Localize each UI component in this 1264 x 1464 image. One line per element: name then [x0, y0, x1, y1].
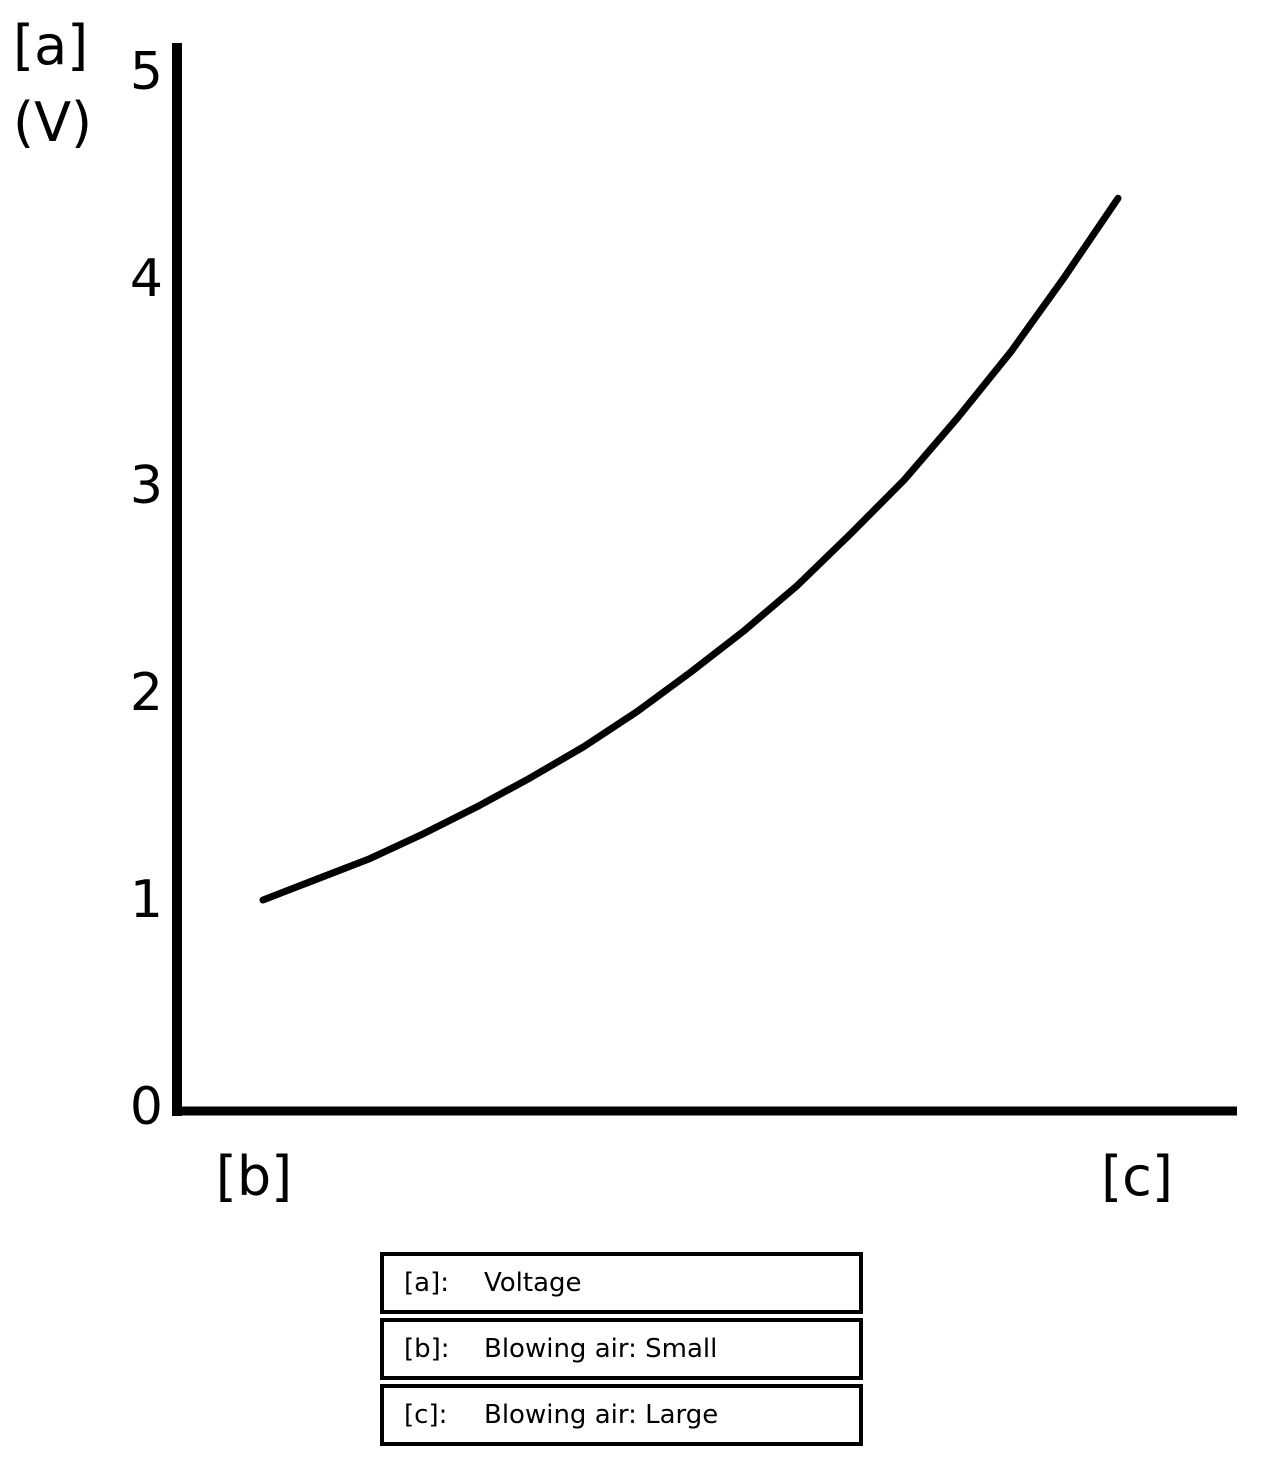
voltage-curve: [259, 194, 1122, 904]
y-tick-label-4: 4: [129, 249, 163, 309]
legend-value-c: Blowing air: Large: [484, 1400, 719, 1430]
legend-table: [a]: Voltage [b]: Blowing air: Small [c]…: [380, 1252, 863, 1446]
legend-value-b: Blowing air: Small: [484, 1334, 718, 1364]
legend-value-a: Voltage: [484, 1268, 582, 1298]
legend-key-b: [b]:: [404, 1334, 450, 1364]
y-tick-label-5: 5: [129, 42, 163, 102]
y-axis-title-unit: (V): [13, 90, 93, 154]
legend-key-c: [c]:: [404, 1400, 448, 1430]
x-axis-label-small: [b]: [215, 1145, 293, 1208]
legend-row-a: [a]: Voltage: [380, 1252, 863, 1314]
y-axis-title-symbol: [a]: [13, 14, 89, 77]
y-tick-label-1: 1: [129, 870, 163, 930]
y-tick-label-0: 0: [129, 1077, 163, 1137]
y-axis-title: [a] (V): [13, 8, 92, 161]
y-tick-label-2: 2: [129, 663, 163, 723]
x-axis-label-large: [c]: [1101, 1145, 1173, 1208]
legend-key-a: [a]:: [404, 1268, 449, 1298]
legend-row-c: [c]: Blowing air: Large: [380, 1384, 863, 1446]
legend-row-b: [b]: Blowing air: Small: [380, 1318, 863, 1380]
y-tick-label-3: 3: [129, 456, 163, 516]
